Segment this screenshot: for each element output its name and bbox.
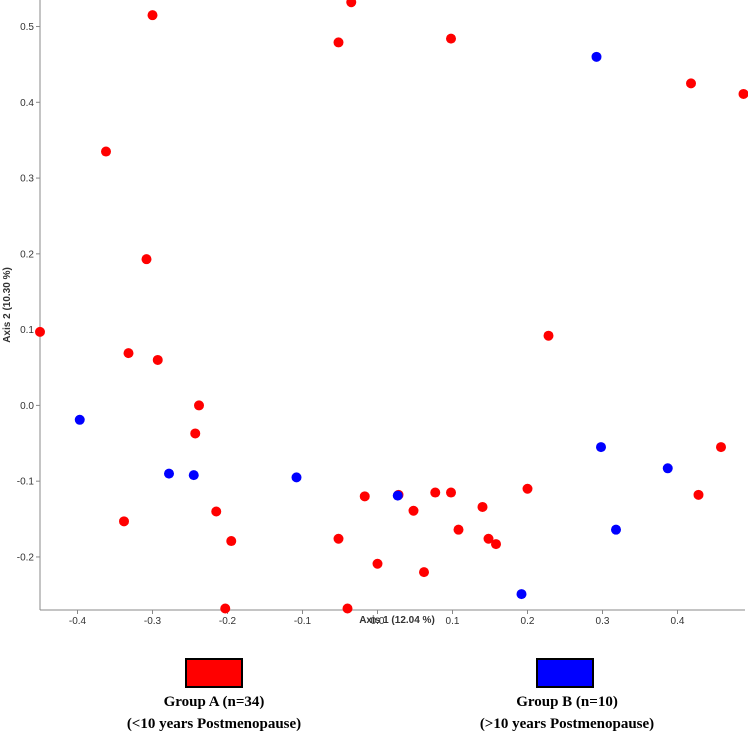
x-tick-label: 0.3 [596, 616, 610, 627]
x-tick-label: 0.1 [446, 616, 460, 627]
data-point-group-a [342, 603, 353, 614]
data-point-group-a [483, 533, 494, 544]
data-point-group-a [446, 33, 456, 44]
data-point-group-b [291, 472, 302, 483]
data-point-group-a [522, 483, 533, 494]
x-tick-label: -0.3 [144, 616, 162, 627]
data-point-group-a [190, 428, 201, 439]
legend-swatch-group-a [185, 658, 243, 688]
data-point-group-a [141, 254, 152, 265]
y-axis-ticks: -0.2 -0.1 0.0 0.1 0.2 0.3 0.4 0.5 [17, 22, 40, 563]
data-point-group-b [611, 524, 621, 535]
y-axis-title: Axis 2 (10.30 %) [2, 267, 13, 343]
data-point-group-a [333, 37, 344, 48]
legend-label-group-b: Group B (n=10) [516, 694, 618, 710]
data-point-group-a [453, 524, 464, 535]
data-point-group-a [333, 533, 344, 544]
data-point-group-b [188, 470, 199, 481]
data-point-group-a [738, 88, 748, 99]
y-tick-label: 0.1 [20, 325, 34, 336]
data-point-group-a [35, 326, 45, 337]
data-point-group-a [359, 491, 370, 502]
data-point-group-a [152, 354, 163, 365]
data-point-group-a [686, 78, 696, 89]
y-tick-label: 0.5 [20, 22, 34, 33]
data-point-group-b [591, 51, 602, 62]
legend-item-group-a: Group A (n=34) (<10 years Postmenopause) [127, 658, 301, 732]
y-tick-label: -0.1 [17, 477, 35, 488]
x-tick-label: 0.4 [671, 616, 685, 627]
data-point-group-a [101, 146, 111, 157]
data-point-group-a [693, 489, 704, 500]
data-point-group-a [147, 10, 158, 21]
legend: Group A (n=34) (<10 years Postmenopause)… [127, 658, 654, 732]
data-point-group-a [220, 603, 231, 614]
y-tick-label: 0.4 [20, 98, 34, 109]
legend-sublabel-group-b: (>10 years Postmenopause) [480, 716, 654, 732]
x-axis-title: Axis 1 (12.04 %) [359, 615, 435, 626]
data-point-group-a [408, 505, 419, 516]
plot-area: -0.2-0.10.00.10.20.30.40.5 -0.4 -0.3 -0.2-… [17, 0, 748, 627]
data-point-group-a [419, 567, 429, 578]
data-point-group-a [372, 558, 383, 569]
data-point-group-b [74, 414, 85, 425]
x-tick-label: -0.1 [294, 616, 312, 627]
data-point-group-b [392, 490, 403, 501]
x-tick-label: -0.4 [69, 616, 87, 627]
legend-label-group-a: Group A (n=34) [164, 694, 265, 710]
data-point-group-b [516, 589, 527, 600]
data-point-group-b [596, 442, 606, 453]
data-point-group-a [446, 487, 456, 498]
data-point-group-b [662, 463, 673, 474]
data-point-group-a [477, 501, 488, 512]
data-point-group-a [543, 330, 554, 341]
x-tick-label: -0.2 [219, 616, 237, 627]
data-point-group-a [346, 0, 357, 8]
data-point-group-b [164, 468, 174, 479]
x-tick-label: 0.2 [521, 616, 535, 627]
data-point-group-a [194, 400, 204, 411]
data-point-group-a [211, 506, 222, 517]
legend-sublabel-group-a: (<10 years Postmenopause) [127, 716, 301, 732]
y-tick-label: 0.0 [20, 401, 34, 412]
legend-item-group-b: Group B (n=10) (>10 years Postmenopause) [480, 658, 654, 732]
data-points [35, 0, 748, 614]
data-point-group-a [123, 348, 134, 359]
y-tick-label: -0.2 [17, 552, 35, 563]
data-point-group-a [119, 516, 129, 527]
data-point-group-a [716, 442, 726, 453]
y-tick-label: 0.2 [20, 249, 34, 260]
data-point-group-a [491, 539, 501, 550]
data-point-group-a [430, 487, 441, 498]
data-point-group-a [226, 536, 237, 547]
x-axis-ticks: -0.4 -0.3 -0.2 -0.1 0.0 0.1 0.2 0.3 0.4 [69, 610, 685, 627]
legend-swatch-group-b [536, 658, 594, 688]
x-tick-label: 0.0 [371, 616, 385, 627]
y-tick-label: 0.3 [20, 174, 34, 185]
